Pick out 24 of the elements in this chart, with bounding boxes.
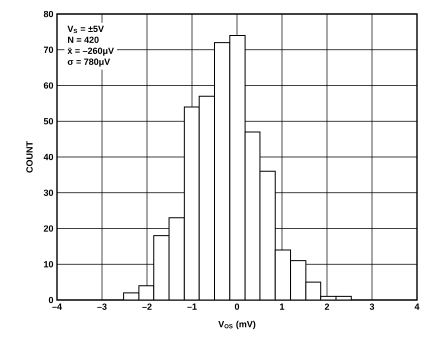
annotation: V$_{S}$ = ±5V <box>67 26 104 34</box>
x-tick-label: –1 <box>187 304 197 310</box>
y-axis-title: COUNT <box>26 141 33 173</box>
y-tick-label: 60 <box>44 82 54 89</box>
x-tick-label: 3 <box>370 304 374 310</box>
x-tick-label: 2 <box>324 304 330 310</box>
y-tick-label: 0 <box>48 296 54 304</box>
y-tick-label: 70 <box>44 46 54 53</box>
annotation: σ = 780μV <box>68 58 110 67</box>
y-tick-label: 50 <box>44 118 54 124</box>
x-tick-label: –2 <box>142 304 152 310</box>
y-tick-label: 40 <box>44 154 54 160</box>
y-tick-label: 80 <box>44 10 54 18</box>
x-tick-label: 4 <box>414 304 420 310</box>
y-tick-label: 30 <box>44 190 54 196</box>
annotation: x̄ = –260μV <box>67 48 114 56</box>
x-tick-label: 0 <box>234 304 240 310</box>
x-tick-label: –4 <box>52 304 62 310</box>
x-tick-label: –3 <box>97 304 107 310</box>
y-tick-label: 10 <box>44 261 54 268</box>
x-axis-title: V$_{OS}$ (mV) <box>218 320 256 330</box>
annotation: N = 420 <box>68 36 99 43</box>
x-tick-label: 1 <box>280 304 284 310</box>
y-tick-label: 20 <box>44 225 54 232</box>
